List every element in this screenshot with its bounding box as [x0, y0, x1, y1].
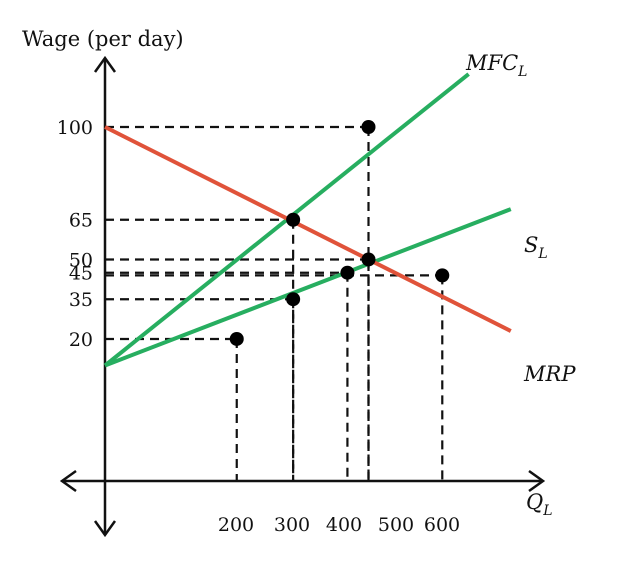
axes: [59, 55, 546, 538]
x-axis-title-main: Q: [526, 490, 543, 514]
x-tick-label-200: 200: [218, 514, 254, 536]
point-5: [286, 292, 301, 307]
point-1: [286, 212, 301, 227]
point-4: [435, 268, 450, 283]
y-axis-title: Wage (per day): [22, 27, 184, 51]
y-axis-bottom-arrow-icon: [93, 520, 117, 538]
point-3: [340, 265, 355, 280]
y-tick-label-20: 20: [69, 329, 93, 351]
supply-label: SL: [524, 233, 548, 262]
point-2: [361, 252, 376, 267]
mfc-label: MFCL: [465, 51, 527, 80]
point-0: [361, 120, 376, 134]
curve-mrp: [104, 125, 512, 333]
y-tick-label-50: 50: [69, 249, 93, 271]
curve-s: [104, 207, 512, 368]
guide-lines: [105, 125, 444, 481]
x-tick-label-300: 300: [274, 514, 310, 536]
y-axis-top-arrow-icon: [93, 55, 117, 73]
x-tick-label-600: 600: [424, 514, 460, 536]
x-tick-label-500: 500: [378, 514, 414, 536]
mrp-label: MRP: [523, 362, 576, 386]
y-tick-label-65: 65: [69, 210, 93, 232]
y-tick-label-45: 45: [69, 263, 93, 285]
x-axis-right-arrow-icon: [528, 469, 546, 493]
x-axis-title-sub: L: [542, 503, 552, 519]
y-tick-label-100: 100: [57, 117, 93, 139]
y-tick-label-35: 35: [69, 289, 93, 311]
marked-points: [229, 120, 450, 346]
x-tick-label-400: 400: [326, 514, 362, 536]
x-axis-title: QL: [526, 490, 553, 519]
x-axis-left-arrow-icon: [59, 469, 77, 493]
point-6: [229, 331, 244, 346]
